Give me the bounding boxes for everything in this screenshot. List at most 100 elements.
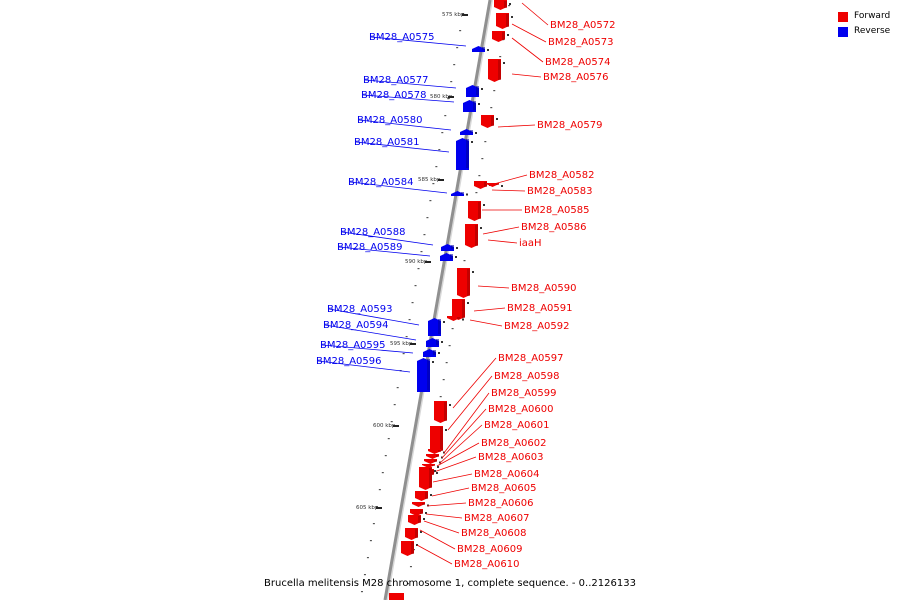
gene-arrow <box>488 59 501 82</box>
gene-marker <box>466 193 468 196</box>
gene-label: BM28_A0588 <box>340 227 406 238</box>
gene-arrow-shade <box>450 254 453 259</box>
gene-feature: BM28_A0579 <box>481 115 603 131</box>
gene-feature: BM28_A0577 <box>363 75 483 97</box>
minor-tick-left <box>414 285 417 287</box>
gene-arrow <box>463 100 476 112</box>
gene-feature: BM28_A0590 <box>457 268 577 298</box>
gene-label: BM28_A0573 <box>548 37 614 48</box>
position-marker: 580 kbp <box>430 94 454 100</box>
gene-arrow <box>426 338 439 347</box>
minor-tick-left <box>375 506 378 508</box>
gene-marker <box>496 118 498 120</box>
minor-tick-left <box>405 336 408 338</box>
minor-tick-right <box>406 583 409 585</box>
gene-marker <box>430 494 432 496</box>
gene-leader-line <box>511 23 547 43</box>
gene-leader-line <box>362 94 455 103</box>
gene-leader-line <box>511 73 542 78</box>
gene-label: BM28_A0610 <box>454 559 520 570</box>
gene-leader-line <box>497 124 536 128</box>
gene-arrow-shade <box>504 1 507 8</box>
minor-tick-right <box>478 175 481 177</box>
gene-feature: BM28_A0581 <box>354 137 473 170</box>
position-tick <box>462 14 468 16</box>
gene-arrow <box>472 46 485 52</box>
gene-feature: BM28_A0576 <box>488 59 609 83</box>
gene-feature: BM28_A0599 <box>428 388 557 454</box>
gene-feature: BM28_A0573 <box>496 13 614 48</box>
position-label: 590 kbp <box>405 259 428 265</box>
gene-arrow <box>492 31 505 42</box>
minor-tick-left <box>390 421 393 423</box>
gene-arrow <box>405 528 418 540</box>
position-tick <box>448 96 454 98</box>
gene-feature: BM28_A0583 <box>486 183 593 197</box>
gene-arrow-shade <box>457 317 460 319</box>
position-label: 580 kbp <box>430 94 453 100</box>
gene-feature: BM28_A0574 <box>492 31 611 68</box>
gene-arrow <box>428 318 441 336</box>
gene-arrow-shade <box>438 319 441 334</box>
gene-arrow <box>481 115 494 128</box>
minor-tick-left <box>369 540 372 542</box>
minor-tick-left <box>453 64 456 66</box>
gene-marker <box>455 256 457 258</box>
position-marker: 590 kbp <box>405 259 431 265</box>
gene-feature: BM28_A0610 <box>401 541 520 570</box>
gene-feature: BM28_A0575 <box>369 32 489 52</box>
gene-marker <box>438 352 440 354</box>
gene-arrow-shade <box>502 32 505 40</box>
gene-label: BM28_A0607 <box>464 513 530 524</box>
gene-label: BM28_A0591 <box>507 303 573 314</box>
gene-marker <box>425 512 427 514</box>
gene-arrow-shade <box>444 402 447 421</box>
gene-label: BM28_A0589 <box>337 242 403 253</box>
gene-feature: BM28_A0591 <box>452 299 573 320</box>
gene-track: BM28_A0572 BM28_A0573 BM28_A0574 BM28_A0575… <box>316 0 616 570</box>
gene-arrow <box>465 224 478 248</box>
position-marker: 585 kbp <box>418 177 444 183</box>
gene-arrow-shade <box>427 359 430 390</box>
minor-tick-left <box>432 183 435 185</box>
gene-arrow-shade <box>470 130 473 133</box>
minor-tick-right <box>463 260 466 262</box>
gene-arrow-shade <box>438 450 441 452</box>
gene-arrow-partial <box>389 593 404 600</box>
position-label: 600 kbp <box>373 423 396 429</box>
gene-arrow <box>460 129 473 135</box>
gene-marker <box>420 531 422 533</box>
gene-arrow-shade <box>436 455 439 457</box>
minor-tick-right <box>481 158 484 160</box>
position-tick <box>376 507 382 509</box>
gene-feature: BM28_A0595 <box>320 340 440 357</box>
gene-leader-line <box>469 319 503 327</box>
gene-arrow <box>417 358 430 392</box>
gene-marker <box>462 318 464 321</box>
gene-marker <box>511 16 513 18</box>
minor-tick-left <box>456 47 459 49</box>
gene-feature: BM28_A0585 <box>468 201 590 221</box>
gene-label: BM28_A0598 <box>494 371 560 382</box>
minor-tick-right <box>409 566 412 568</box>
gene-feature: BM28_A0578 <box>361 90 480 112</box>
gene-leader-line <box>349 181 448 194</box>
minor-tick-right <box>445 362 448 364</box>
minor-tick-left <box>459 30 462 32</box>
reverse-swatch <box>838 26 848 37</box>
gene-marker <box>436 472 438 474</box>
minor-tick-left <box>363 574 366 576</box>
gene-leader-line <box>443 392 490 454</box>
gene-leader-line <box>432 473 473 483</box>
gene-label: BM28_A0576 <box>543 72 609 83</box>
gene-feature: BM28_A0605 <box>415 483 537 501</box>
gene-leader-line <box>441 408 487 459</box>
gene-arrow-shade <box>498 60 501 80</box>
gene-label: BM28_A0572 <box>550 20 616 31</box>
gene-arrow <box>424 459 437 464</box>
gene-arrow <box>410 509 423 516</box>
minor-tick-left <box>444 115 447 117</box>
gene-arrow <box>419 467 432 490</box>
legend: Forward Reverse <box>838 9 890 39</box>
